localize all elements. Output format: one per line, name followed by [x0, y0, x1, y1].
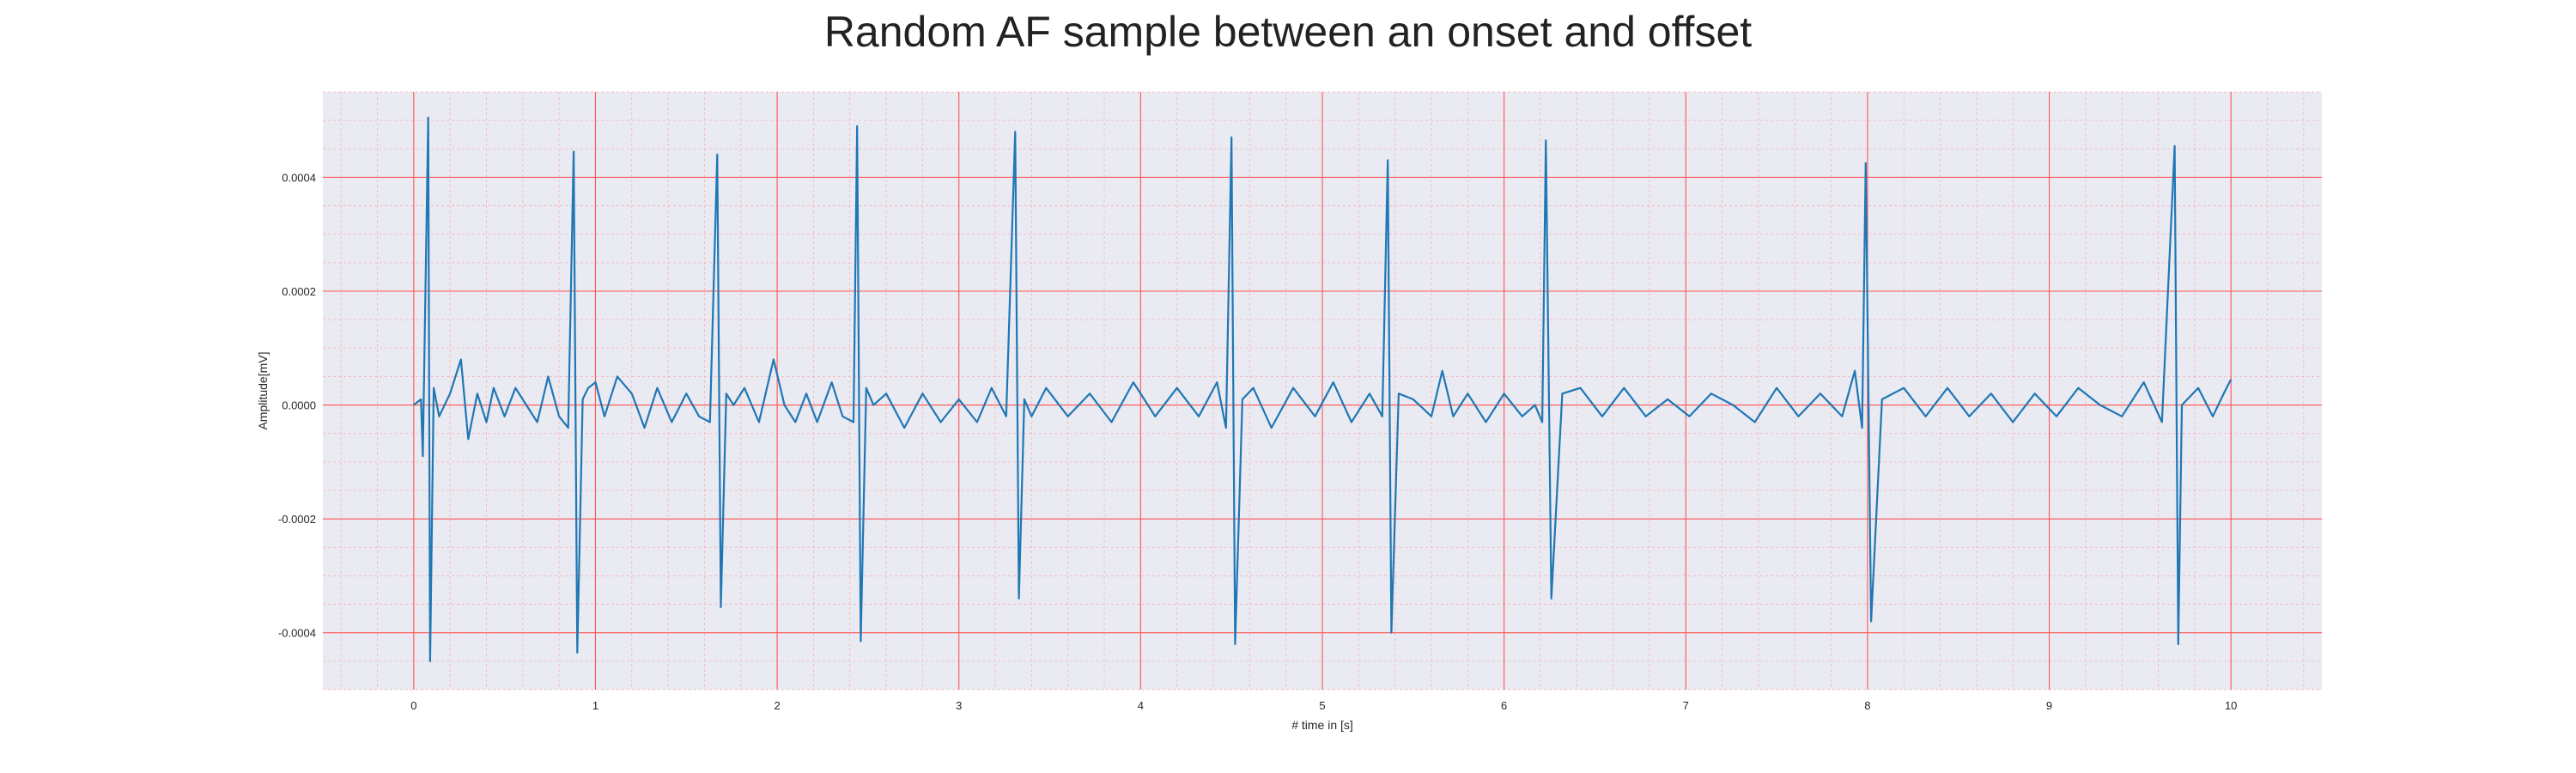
major-grid [323, 92, 2322, 690]
x-tick-label: 10 [2225, 699, 2237, 712]
y-tick-label: 0.0002 [282, 285, 316, 298]
y-tick-label: -0.0004 [278, 627, 316, 640]
x-tick-label: 6 [1501, 699, 1507, 712]
y-axis-label: Amplitude[mV] [256, 351, 270, 429]
y-axis-ticks: 0.0004 0.0002 0.0000 -0.0002 -0.0004 [278, 171, 316, 639]
x-axis-ticks: 0 1 2 3 4 5 6 7 8 9 10 [410, 699, 2237, 712]
x-tick-label: 4 [1138, 699, 1144, 712]
x-tick-label: 3 [956, 699, 962, 712]
chart-title: Random AF sample between an onset and of… [823, 8, 1753, 56]
series-layer [413, 116, 2233, 663]
x-axis-label: # time in [s] [1291, 718, 1353, 732]
x-tick-label: 0 [410, 699, 416, 712]
x-tick-label: 9 [2046, 699, 2052, 712]
series-line-0 [413, 116, 2233, 663]
y-tick-label: 0.0004 [282, 171, 316, 184]
x-tick-label: 7 [1683, 699, 1689, 712]
x-tick-label: 2 [774, 699, 780, 712]
x-tick-label: 5 [1319, 699, 1325, 712]
y-tick-label: 0.0000 [282, 399, 316, 412]
x-tick-label: 1 [592, 699, 598, 712]
y-tick-label: -0.0002 [278, 513, 316, 526]
x-tick-label: 8 [1864, 699, 1870, 712]
